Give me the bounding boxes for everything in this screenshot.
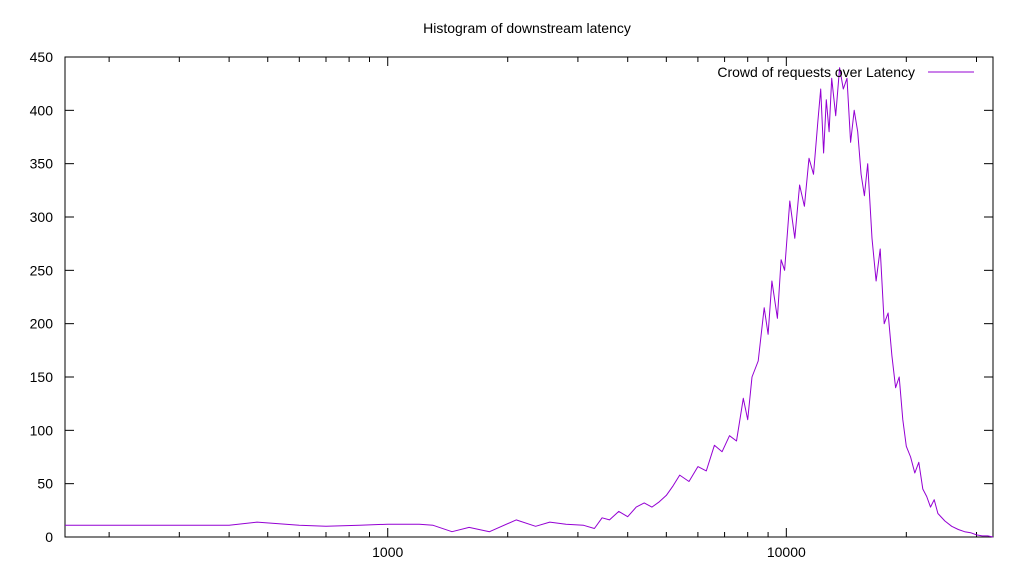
- legend: Crowd of requests over Latency: [717, 64, 974, 80]
- series-layer: [65, 67, 994, 538]
- x-tick-label: 1000: [372, 544, 403, 560]
- plot-frame: [64, 56, 994, 538]
- series-line-1: [65, 67, 994, 538]
- y-tick-label: 350: [30, 156, 54, 172]
- axis-ticks: 0 50 100 150 200 250 300 350 400 450 1000 10000: [30, 49, 993, 560]
- chart-title: Histogram of downstream latency: [423, 20, 631, 36]
- y-tick-label: 0: [45, 529, 53, 545]
- y-tick-label: 200: [30, 316, 54, 332]
- y-tick-label: 300: [30, 209, 54, 225]
- y-tick-label: 250: [30, 262, 54, 278]
- y-tick-label: 150: [30, 369, 54, 385]
- y-tick-label: 400: [30, 102, 54, 118]
- y-tick-label: 450: [30, 49, 54, 65]
- y-tick-label: 50: [37, 476, 53, 492]
- x-tick-label: 10000: [767, 544, 806, 560]
- y-tick-label: 100: [30, 422, 54, 438]
- legend-label-series-1: Crowd of requests over Latency: [717, 64, 915, 80]
